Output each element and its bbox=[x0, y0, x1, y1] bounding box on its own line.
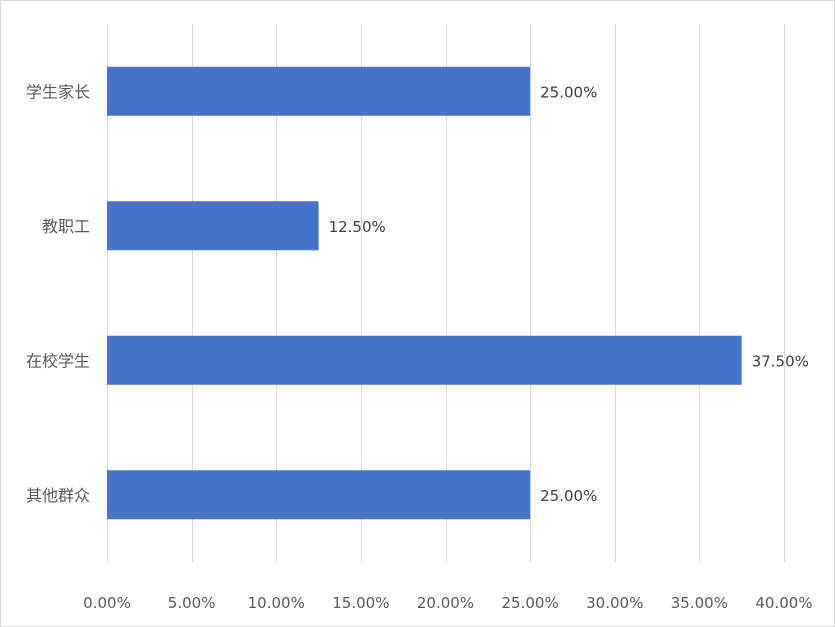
x-tick-label: 20.00% bbox=[417, 594, 474, 612]
value-label: 25.00% bbox=[540, 83, 597, 101]
value-label: 37.50% bbox=[752, 352, 809, 370]
x-tick-label: 10.00% bbox=[248, 594, 305, 612]
value-label: 12.50% bbox=[329, 218, 386, 236]
x-tick-label: 35.00% bbox=[671, 594, 728, 612]
x-tick-label: 15.00% bbox=[332, 594, 389, 612]
x-tick-label: 30.00% bbox=[586, 594, 643, 612]
category-label: 其他群众 bbox=[26, 486, 90, 505]
bar-3 bbox=[107, 470, 531, 520]
category-label: 教职工 bbox=[42, 217, 90, 236]
bar-1 bbox=[107, 201, 319, 251]
x-tick-labels: 0.00% 5.00% 10.00% 15.00% 20.00% 25.00% 30.00%… bbox=[83, 594, 812, 612]
x-tick-label: 25.00% bbox=[502, 594, 559, 612]
bars bbox=[107, 66, 742, 520]
x-tick-label: 40.00% bbox=[755, 594, 812, 612]
value-label: 25.00% bbox=[540, 487, 597, 505]
category-label: 在校学生 bbox=[26, 351, 90, 370]
category-label: 学生家长 bbox=[26, 82, 90, 101]
x-tick-label: 5.00% bbox=[168, 594, 216, 612]
bar-0 bbox=[107, 66, 531, 116]
bar-2 bbox=[107, 335, 742, 385]
value-labels: 25.00% 12.50% 37.50% 25.00% bbox=[329, 83, 809, 505]
x-tick-label: 0.00% bbox=[83, 594, 131, 612]
